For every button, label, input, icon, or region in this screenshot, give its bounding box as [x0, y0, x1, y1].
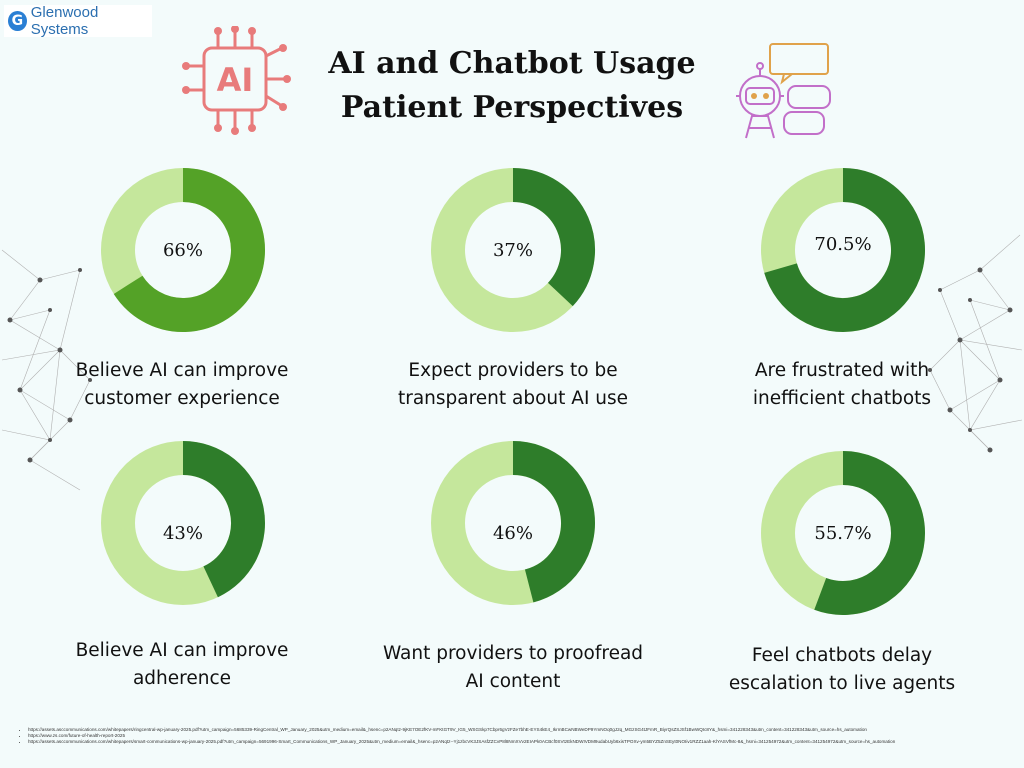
label-line-2: AI content — [465, 671, 561, 692]
donut-value-label: 37% — [493, 240, 533, 261]
donut-chart-customer-experience: 66% — [101, 168, 265, 332]
donut-arc-escalation — [814, 451, 925, 615]
brand-logo: G Glenwood Systems — [4, 4, 152, 38]
label-line-1: Are frustrated with — [754, 360, 930, 381]
title-line-2: Patient Perspectives — [340, 90, 684, 125]
ai-chip-text: AI — [217, 61, 254, 99]
stat-label-transparency: Expect providers to be transparent about… — [353, 357, 673, 413]
donut-value-label: 55.7% — [814, 523, 871, 544]
donut-value-label: 66% — [163, 240, 203, 261]
stat-label-customer-experience: Believe AI can improve customer experien… — [22, 357, 342, 413]
donut-arc-adherence — [182, 441, 265, 598]
page-title: AI and Chatbot Usage Patient Perspective… — [300, 42, 724, 130]
reference-link[interactable]: https://assets.asccommunications.com/whi… — [28, 739, 1008, 745]
network-decoration-left — [1, 249, 92, 491]
label-line-2: transparent about AI use — [397, 388, 629, 409]
ai-chip-icon: AI — [182, 26, 291, 135]
network-decoration-right — [928, 234, 1023, 453]
donut-chart-adherence: 43% — [101, 441, 265, 605]
donut-arc-transparency — [512, 168, 595, 307]
stat-label-adherence: Believe AI can improve adherence — [22, 637, 342, 693]
label-line-1: Expect providers to be — [408, 360, 618, 381]
label-line-2: inefficient chatbots — [752, 388, 932, 409]
donut-chart-transparency: 37% — [431, 168, 595, 332]
chatbot-robot-icon — [736, 43, 831, 139]
donut-arc-proofread — [512, 441, 595, 603]
label-line-1: Want providers to proofread — [382, 643, 644, 664]
donut-value-label: 46% — [493, 523, 533, 544]
label-line-1: Believe AI can improve — [75, 640, 289, 661]
label-line-2: adherence — [132, 668, 232, 689]
brand-name: Glenwood Systems — [30, 4, 99, 38]
donut-chart-escalation: 55.7% — [761, 451, 925, 615]
label-line-2: escalation to live agents — [728, 673, 956, 694]
donut-arc-frustrated-chatbots — [764, 168, 925, 332]
label-line-1: Feel chatbots delay — [751, 645, 933, 666]
references-list: https://assets.asccommunications.com/whi… — [18, 727, 1008, 745]
donut-arc-customer-experience — [113, 168, 265, 332]
donut-value-label: 43% — [163, 523, 203, 544]
label-line-2: customer experience — [84, 388, 280, 409]
donut-chart-proofread: 46% — [431, 441, 595, 605]
donut-value-label: 70.5% — [814, 234, 871, 255]
stat-label-proofread: Want providers to proofread AI content — [353, 640, 673, 696]
reference-link[interactable]: https://www.zs.com/future-of-health-repo… — [28, 733, 1008, 739]
stat-label-frustrated-chatbots: Are frustrated with inefficient chatbots — [682, 357, 1002, 413]
reference-link[interactable]: https://assets.asccommunications.com/whi… — [28, 727, 1008, 733]
title-line-1: AI and Chatbot Usage — [328, 46, 696, 81]
label-line-1: Believe AI can improve — [75, 360, 289, 381]
stat-label-escalation: Feel chatbots delay escalation to live a… — [682, 642, 1002, 698]
glenwood-logo-icon: G — [8, 11, 27, 31]
donut-chart-frustrated-chatbots: 70.5% — [761, 168, 925, 332]
